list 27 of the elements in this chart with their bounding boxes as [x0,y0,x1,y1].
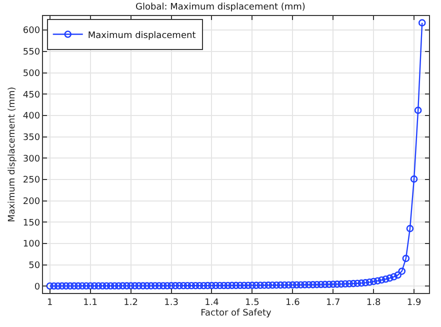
x-tick-label: 1.5 [245,298,260,308]
y-tick-label: 350 [22,132,40,143]
x-tick-label: 1.9 [406,298,422,308]
y-tick-label: 100 [22,240,40,250]
y-tick-label: 300 [22,154,40,164]
x-tick-label: 1.6 [285,298,300,308]
y-tick-label: 0 [34,282,40,292]
x-axis-title: Factor of Safety [200,308,272,319]
y-axis-title: Maximum displacement (mm) [7,86,18,222]
y-tick-label: 250 [22,176,40,186]
y-tick-label: 500 [22,68,40,79]
legend-label: Maximum displacement [88,30,196,41]
y-tick-label: 550 [22,48,40,58]
y-tick-label: 200 [22,196,40,207]
chart-title: Global: Maximum displacement (mm) [136,2,306,13]
y-tick-label: 50 [28,260,40,271]
x-tick-label: 1.8 [366,298,381,308]
x-tick-label: 1.3 [164,298,178,308]
y-tick-label: 600 [22,26,40,36]
x-tick-label: 1.2 [124,298,138,308]
x-tick-label: 1 [47,298,53,308]
x-tick-label: 1.1 [83,298,98,308]
y-tick-label: 450 [22,90,40,100]
x-tick-label: 1.7 [326,298,340,308]
y-tick-label: 400 [22,112,40,122]
x-tick-label: 1.4 [204,298,220,308]
y-tick-label: 150 [22,218,40,228]
